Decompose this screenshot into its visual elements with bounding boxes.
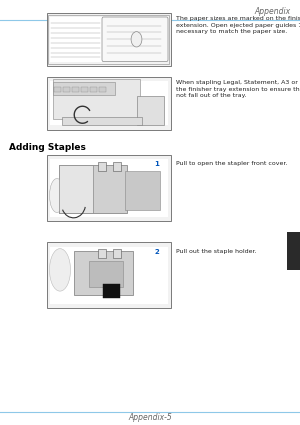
- Bar: [99, 88, 106, 93]
- Bar: [63, 88, 70, 93]
- Bar: [52, 82, 115, 95]
- Bar: [58, 165, 93, 212]
- Bar: [74, 251, 133, 295]
- Text: Pull to open the stapler front cover.: Pull to open the stapler front cover.: [176, 162, 287, 167]
- Ellipse shape: [50, 178, 64, 212]
- Bar: [286, 232, 300, 270]
- Bar: [103, 284, 120, 298]
- Bar: [98, 162, 106, 171]
- Bar: [52, 79, 140, 119]
- Bar: [125, 171, 160, 210]
- Circle shape: [131, 32, 142, 47]
- Bar: [46, 13, 171, 66]
- Bar: [50, 159, 168, 217]
- FancyBboxPatch shape: [102, 17, 168, 62]
- Bar: [72, 88, 79, 93]
- Bar: [137, 96, 164, 125]
- Bar: [48, 15, 169, 64]
- Bar: [90, 88, 97, 93]
- Bar: [112, 249, 121, 258]
- Bar: [58, 165, 127, 212]
- Text: Adding Staples: Adding Staples: [9, 143, 86, 152]
- Text: When stapling Legal, Statement, A3 or B4 paper, open
the finisher tray extension: When stapling Legal, Statement, A3 or B4…: [176, 80, 300, 98]
- Bar: [54, 88, 61, 93]
- Bar: [50, 17, 168, 62]
- Ellipse shape: [50, 249, 70, 291]
- Bar: [88, 261, 123, 287]
- Bar: [61, 117, 142, 125]
- Text: The paper sizes are marked on the finisher tray
extension. Open ejected paper gu: The paper sizes are marked on the finish…: [176, 16, 300, 34]
- Bar: [50, 81, 168, 125]
- Bar: [98, 249, 106, 258]
- Text: 2: 2: [154, 249, 159, 255]
- Bar: [46, 242, 171, 308]
- Bar: [46, 155, 171, 221]
- Bar: [112, 162, 121, 171]
- Bar: [81, 88, 88, 93]
- Text: Appendix-5: Appendix-5: [128, 413, 172, 422]
- Text: Pull out the staple holder.: Pull out the staple holder.: [176, 249, 256, 254]
- Text: 1: 1: [154, 162, 159, 167]
- Text: Appendix: Appendix: [255, 7, 291, 16]
- Bar: [46, 76, 171, 130]
- Bar: [50, 246, 168, 304]
